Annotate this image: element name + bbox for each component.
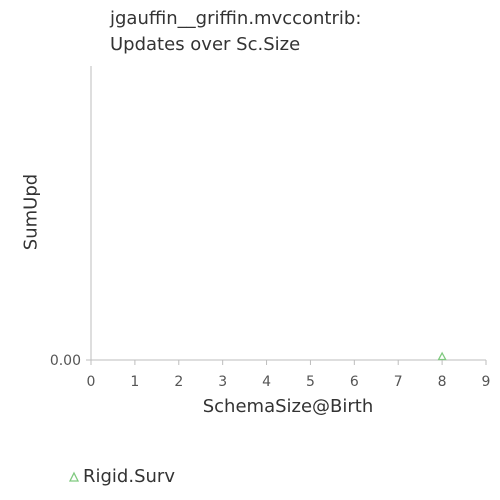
x-tick-label: 9	[482, 374, 491, 390]
x-tick-label: 0	[87, 374, 96, 390]
chart-title-line-1: jgauffin__griffin.mvccontrib:	[110, 8, 362, 29]
x-tick-label: 5	[306, 374, 315, 390]
x-tick-label: 8	[438, 374, 447, 390]
data-point-triangle	[437, 351, 447, 361]
legend-label: Rigid.Surv	[83, 466, 175, 487]
y-axis-label: SumUpd	[20, 173, 42, 251]
x-tick-label: 3	[218, 374, 227, 390]
x-tick-label: 2	[174, 374, 183, 390]
x-tick-label: 4	[262, 374, 271, 390]
x-tick-label: 7	[394, 374, 403, 390]
chart-axes	[86, 66, 486, 361]
chart-title: jgauffin__griffin.mvccontrib: Updates ov…	[110, 6, 361, 58]
x-tick-label: 6	[350, 374, 359, 390]
legend: Rigid.Surv	[68, 466, 175, 487]
y-tick-label: 0.00	[50, 353, 81, 369]
chart-marks	[437, 351, 447, 361]
y-axis-ticks: 0.00	[50, 353, 81, 369]
x-tick-label: 1	[130, 374, 139, 390]
chart-title-line-2: Updates over Sc.Size	[110, 34, 301, 55]
x-axis-label: SchemaSize@Birth	[202, 396, 374, 417]
x-axis-ticks: 0 1 2 3 4 5 6 7 8 9	[87, 360, 491, 390]
legend-triangle-icon	[68, 471, 80, 482]
